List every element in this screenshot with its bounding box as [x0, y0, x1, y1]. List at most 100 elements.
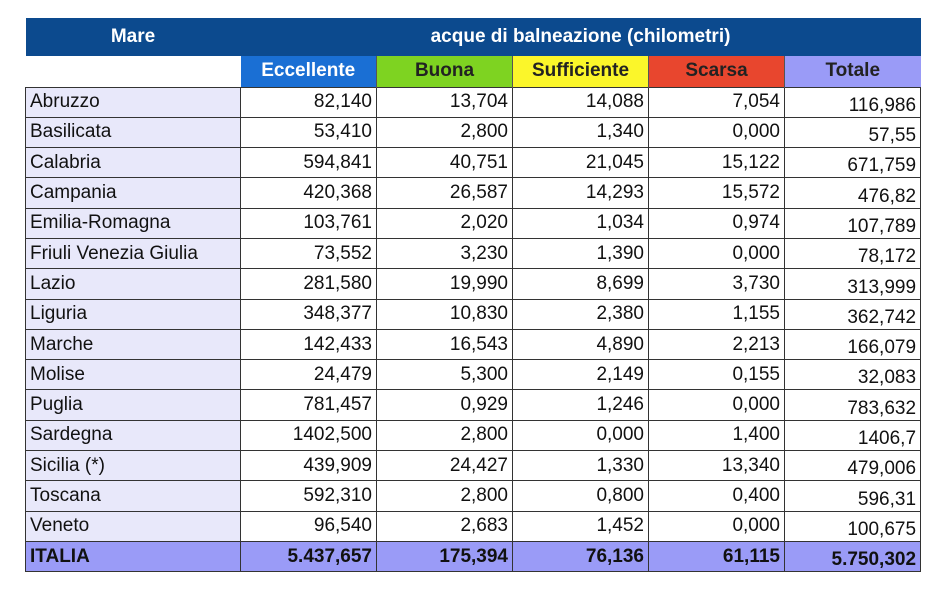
- cell-sufficiente: 1,330: [512, 450, 649, 482]
- table-row: Lazio 281,580 19,990 8,699 3,730 313,999: [25, 268, 922, 300]
- region-name: Toscana: [25, 480, 241, 512]
- col-buona: Buona: [376, 56, 513, 87]
- cell-buona: 2,683: [376, 510, 513, 542]
- cell-buona: 40,751: [376, 147, 513, 179]
- cell-sufficiente: 1,390: [512, 237, 649, 270]
- blank-header: [25, 56, 241, 87]
- region-name: Emilia-Romagna: [25, 207, 241, 239]
- cell-sufficiente: 1,452: [512, 510, 649, 542]
- col-eccellente: Eccellente: [240, 56, 377, 87]
- table-row: Liguria 348,377 10,830 2,380 1,155 362,742: [25, 298, 922, 330]
- region-name: Calabria: [25, 147, 241, 179]
- cell-eccellente: 73,552: [240, 237, 377, 270]
- cell-eccellente: 96,540: [240, 510, 377, 542]
- table-row: Veneto 96,540 2,683 1,452 0,000 100,675: [25, 510, 922, 542]
- region-name: Lazio: [25, 268, 241, 300]
- cell-sufficiente: 4,890: [512, 328, 649, 361]
- table-row: Sicilia (*) 439,909 24,427 1,330 13,340 479,0…: [25, 450, 922, 482]
- cell-buona: 10,830: [376, 298, 513, 330]
- cell-totale: 313,999: [783, 268, 922, 300]
- cell-totale: 107,789: [783, 207, 922, 239]
- region-name: ITALIA: [25, 540, 241, 573]
- cell-totale: 116,986: [783, 86, 922, 118]
- region-name: Campania: [25, 177, 241, 209]
- cell-eccellente: 1402,500: [240, 419, 377, 452]
- cell-sufficiente: 2,149: [512, 359, 649, 391]
- cell-buona: 19,990: [376, 268, 513, 300]
- total-row: ITALIA 5.437,657 175,394 76,136 61,115 5.750,…: [25, 540, 922, 573]
- cell-totale: 476,82: [783, 177, 922, 209]
- cell-scarsa: 0,000: [648, 389, 785, 421]
- cell-scarsa: 7,054: [648, 86, 785, 118]
- cell-totale: 596,31: [783, 480, 922, 512]
- table-row: Campania 420,368 26,587 14,293 15,572 476,82: [25, 177, 922, 209]
- cell-sufficiente: 1,246: [512, 389, 649, 421]
- cell-totale: 5.750,302: [783, 540, 922, 573]
- cell-eccellente: 24,479: [240, 359, 377, 391]
- cell-scarsa: 15,572: [648, 177, 785, 209]
- cell-totale: 671,759: [783, 147, 922, 179]
- cell-buona: 2,800: [376, 480, 513, 512]
- cell-eccellente: 281,580: [240, 268, 377, 300]
- cell-sufficiente: 0,800: [512, 480, 649, 512]
- table-row: Friuli Venezia Giulia 73,552 3,230 1,390 0,0…: [25, 237, 922, 270]
- cell-buona: 24,427: [376, 450, 513, 482]
- region-name: Liguria: [25, 298, 241, 330]
- cell-buona: 0,929: [376, 389, 513, 421]
- cell-eccellente: 5.437,657: [240, 540, 377, 573]
- cell-sufficiente: 2,380: [512, 298, 649, 330]
- region-name: Sicilia (*): [25, 450, 241, 482]
- cell-totale: 166,079: [783, 328, 922, 361]
- table-row: Abruzzo 82,140 13,704 14,088 7,054 116,986: [25, 86, 922, 118]
- cell-buona: 13,704: [376, 86, 513, 118]
- cell-eccellente: 594,841: [240, 147, 377, 179]
- cell-totale: 783,632: [783, 389, 922, 421]
- cell-sufficiente: 8,699: [512, 268, 649, 300]
- cell-scarsa: 0,974: [648, 207, 785, 239]
- bathing-waters-table: Mare acque di balneazione (chilometri) E…: [25, 18, 922, 573]
- region-header: Mare: [25, 18, 241, 56]
- cell-eccellente: 420,368: [240, 177, 377, 209]
- cell-scarsa: 2,213: [648, 328, 785, 361]
- region-name: Molise: [25, 359, 241, 391]
- region-name: Marche: [25, 328, 241, 361]
- cell-buona: 5,300: [376, 359, 513, 391]
- region-name: Basilicata: [25, 116, 241, 149]
- table-row: Toscana 592,310 2,800 0,800 0,400 596,31: [25, 480, 922, 512]
- table-body: Abruzzo 82,140 13,704 14,088 7,054 116,986 Bas…: [25, 86, 922, 573]
- cell-eccellente: 142,433: [240, 328, 377, 361]
- cell-buona: 2,800: [376, 419, 513, 452]
- cell-scarsa: 1,155: [648, 298, 785, 330]
- cell-buona: 16,543: [376, 328, 513, 361]
- table-row: Puglia 781,457 0,929 1,246 0,000 783,632: [25, 389, 922, 421]
- region-name: Friuli Venezia Giulia: [25, 237, 241, 270]
- cell-totale: 362,742: [783, 298, 922, 330]
- cell-eccellente: 82,140: [240, 86, 377, 118]
- cell-sufficiente: 21,045: [512, 147, 649, 179]
- table-row: Calabria 594,841 40,751 21,045 15,122 671,759: [25, 147, 922, 179]
- cell-scarsa: 0,000: [648, 510, 785, 542]
- cell-eccellente: 781,457: [240, 389, 377, 421]
- region-name: Puglia: [25, 389, 241, 421]
- cell-sufficiente: 14,293: [512, 177, 649, 209]
- cell-scarsa: 13,340: [648, 450, 785, 482]
- cell-scarsa: 1,400: [648, 419, 785, 452]
- table-row: Molise 24,479 5,300 2,149 0,155 32,083: [25, 359, 922, 391]
- cell-buona: 3,230: [376, 237, 513, 270]
- cell-totale: 57,55: [783, 116, 922, 149]
- cell-scarsa: 61,115: [648, 540, 785, 573]
- cell-buona: 2,020: [376, 207, 513, 239]
- header-row-columns: Eccellente Buona Sufficiente Scarsa Tota…: [25, 56, 921, 87]
- region-name: Abruzzo: [25, 86, 241, 118]
- col-sufficiente: Sufficiente: [512, 56, 649, 87]
- region-name: Sardegna: [25, 419, 241, 452]
- cell-scarsa: 3,730: [648, 268, 785, 300]
- cell-eccellente: 53,410: [240, 116, 377, 149]
- table-row: Sardegna 1402,500 2,800 0,000 1,400 1406,7: [25, 419, 922, 452]
- table-row: Marche 142,433 16,543 4,890 2,213 166,079: [25, 328, 922, 361]
- cell-totale: 479,006: [783, 450, 922, 482]
- cell-eccellente: 348,377: [240, 298, 377, 330]
- table-row: Emilia-Romagna 103,761 2,020 1,034 0,974 107,…: [25, 207, 922, 239]
- cell-scarsa: 0,400: [648, 480, 785, 512]
- region-name: Veneto: [25, 510, 241, 542]
